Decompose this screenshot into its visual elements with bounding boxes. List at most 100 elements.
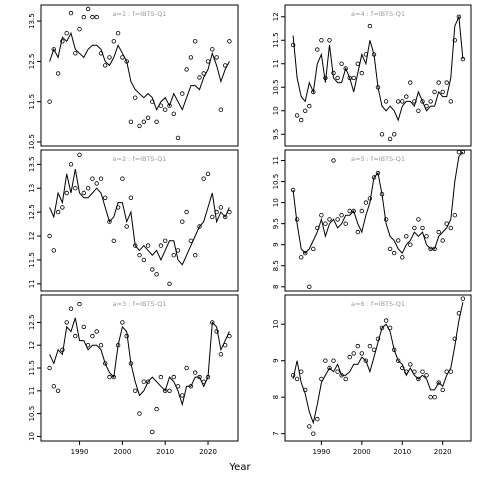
observation-point [120, 320, 125, 325]
observation-point [432, 246, 437, 252]
x-tick-label: 2020 [434, 448, 452, 456]
observation-point [436, 229, 441, 235]
observation-point [124, 333, 129, 339]
x-tick-label: 1990 [312, 448, 330, 456]
y-tick-label: 11 [28, 279, 36, 288]
observation-point [167, 388, 172, 393]
y-tick-label: 11.5 [28, 252, 36, 268]
observation-point [222, 343, 228, 348]
observation-point [315, 225, 320, 231]
observation-point [452, 336, 457, 341]
observation-point [387, 325, 393, 331]
observation-point [444, 80, 449, 85]
observation-point [412, 225, 417, 231]
observation-point [420, 99, 425, 104]
observation-point [408, 362, 413, 367]
observation-point [303, 108, 308, 113]
observation-point [115, 31, 121, 36]
observation-point [460, 56, 466, 62]
observation-point [460, 149, 466, 155]
y-tick-label: 8 [272, 285, 280, 289]
observation-point [339, 373, 344, 378]
y-tick-label: 13 [28, 184, 36, 193]
observation-point [90, 176, 95, 181]
y-tick-label: 10 [272, 106, 280, 115]
y-tick-label: 13.5 [28, 13, 36, 29]
observation-point [51, 384, 56, 389]
observation-point [137, 252, 142, 258]
observation-point [367, 196, 373, 201]
observation-point [81, 190, 86, 196]
observation-point [448, 99, 453, 104]
y-tick-label: 7 [272, 431, 280, 435]
y-tick-label: 12.5 [28, 54, 36, 70]
observation-point [371, 175, 377, 180]
observation-point [460, 296, 466, 301]
observation-point [180, 393, 185, 398]
observation-point [323, 221, 328, 226]
fitted-line [49, 169, 230, 266]
observation-point [339, 61, 344, 66]
observation-point [343, 221, 348, 226]
observation-point [60, 39, 65, 44]
observation-point [315, 416, 320, 422]
observation-point [416, 108, 421, 113]
observation-point [323, 75, 328, 81]
observation-point [392, 132, 397, 137]
observation-point [400, 99, 405, 104]
observation-point [452, 38, 457, 43]
observation-point [440, 387, 445, 393]
observation-point [214, 209, 219, 215]
observation-point [387, 246, 393, 252]
panel-2: a=4 : f=IBTS-Q1 9.5 10 10.5 11 11.5 12 [272, 4, 472, 147]
x-axis-label: Year [228, 462, 251, 473]
observation-point [68, 10, 74, 16]
observation-point [55, 71, 61, 76]
observation-point [64, 190, 69, 196]
observation-point [137, 123, 142, 129]
observation-point [197, 224, 202, 229]
observation-point [452, 212, 457, 218]
observation-point [335, 369, 340, 374]
fitted-line [49, 317, 230, 407]
observation-point [343, 66, 348, 71]
panel-title: a=6 : f=IBTS-Q1 [351, 300, 405, 308]
observation-point [210, 214, 215, 220]
y-tick-label: 10 [272, 320, 280, 329]
y-tick-label: 9 [272, 358, 280, 362]
observation-point [436, 380, 441, 385]
observation-point [222, 214, 228, 220]
y-tick-label: 12 [28, 232, 36, 241]
observation-point [158, 103, 164, 108]
observation-point [327, 365, 332, 371]
panel-frame [284, 294, 472, 442]
observation-point [371, 347, 377, 352]
observation-point [218, 205, 224, 210]
observation-point [412, 99, 417, 104]
observation-point [331, 70, 336, 76]
observation-point [111, 39, 116, 44]
fitted-line [49, 31, 230, 111]
observation-point [307, 424, 312, 429]
observation-point [347, 208, 352, 214]
panel-1: a=1 : f=IBTS-Q1 10.5 11.5 12.5 13.5 [28, 4, 239, 150]
observation-point [396, 358, 401, 363]
observation-point [351, 75, 356, 81]
y-tick-label: 10.5 [28, 406, 36, 422]
observation-point [175, 384, 181, 389]
observation-point [102, 63, 108, 68]
observation-point [94, 181, 99, 186]
observation-point [343, 376, 348, 382]
observation-point [47, 365, 52, 371]
observation-point [73, 51, 78, 56]
observation-point [222, 63, 228, 68]
observation-point [111, 374, 116, 380]
observation-point [359, 351, 364, 356]
observation-point [400, 255, 405, 260]
observation-point [375, 85, 381, 90]
observation-point [379, 191, 385, 197]
x-tick-label: 2010 [393, 448, 411, 456]
observation-point [64, 320, 69, 325]
observation-point [290, 187, 296, 193]
observation-point [205, 171, 211, 177]
